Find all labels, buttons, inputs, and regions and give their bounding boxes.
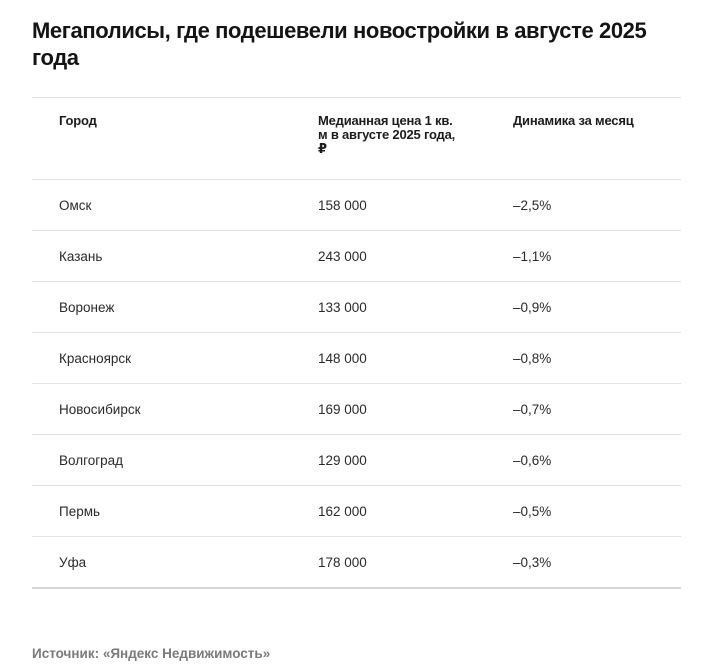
change-cell: –0,6% <box>513 453 552 468</box>
price-cell: 129 000 <box>318 453 367 468</box>
price-cell: 169 000 <box>318 402 367 417</box>
city-cell: Казань <box>59 249 103 264</box>
page-title: Мегаполисы, где подешевели новостройки в… <box>32 18 647 70</box>
change-cell: –0,5% <box>513 504 552 519</box>
change-cell: –0,9% <box>513 300 552 315</box>
table-row: Волгоград 129 000 –0,6% <box>32 435 681 486</box>
change-cell: –0,7% <box>513 402 552 417</box>
price-cell: 148 000 <box>318 351 367 366</box>
change-cell: –1,1% <box>513 249 552 264</box>
city-cell: Уфа <box>59 555 87 570</box>
change-cell: –0,3% <box>513 555 552 570</box>
table-row: Воронеж 133 000 –0,9% <box>32 282 681 333</box>
change-cell: –2,5% <box>513 198 552 213</box>
table-row: Уфа 178 000 –0,3% <box>32 537 681 589</box>
table-row: Пермь 162 000 –0,5% <box>32 486 681 537</box>
price-table: Город Медианная цена 1 кв. м в августе 2… <box>32 97 681 589</box>
price-cell: 178 000 <box>318 555 367 570</box>
price-cell: 243 000 <box>318 249 367 264</box>
city-cell: Волгоград <box>59 453 124 468</box>
source-caption: Источник: «Яндекс Недвижимость» <box>32 646 271 661</box>
city-cell: Воронеж <box>59 300 115 315</box>
city-cell: Омск <box>59 198 92 213</box>
table-row: Омск 158 000 –2,5% <box>32 180 681 231</box>
city-cell: Пермь <box>59 504 101 519</box>
table-header-row: Город Медианная цена 1 кв. м в августе 2… <box>32 98 681 180</box>
table-row: Новосибирск 169 000 –0,7% <box>32 384 681 435</box>
price-cell: 133 000 <box>318 300 367 315</box>
header-median-price: Медианная цена 1 кв. м в августе 2025 го… <box>318 113 456 156</box>
city-cell: Новосибирск <box>59 402 141 417</box>
header-monthly-change: Динамика за месяц <box>513 113 634 128</box>
price-cell: 158 000 <box>318 198 367 213</box>
price-cell: 162 000 <box>318 504 367 519</box>
table-row: Казань 243 000 –1,1% <box>32 231 681 282</box>
table-row: Красноярск 148 000 –0,8% <box>32 333 681 384</box>
change-cell: –0,8% <box>513 351 552 366</box>
city-cell: Красноярск <box>59 351 132 366</box>
header-city: Город <box>59 113 97 128</box>
